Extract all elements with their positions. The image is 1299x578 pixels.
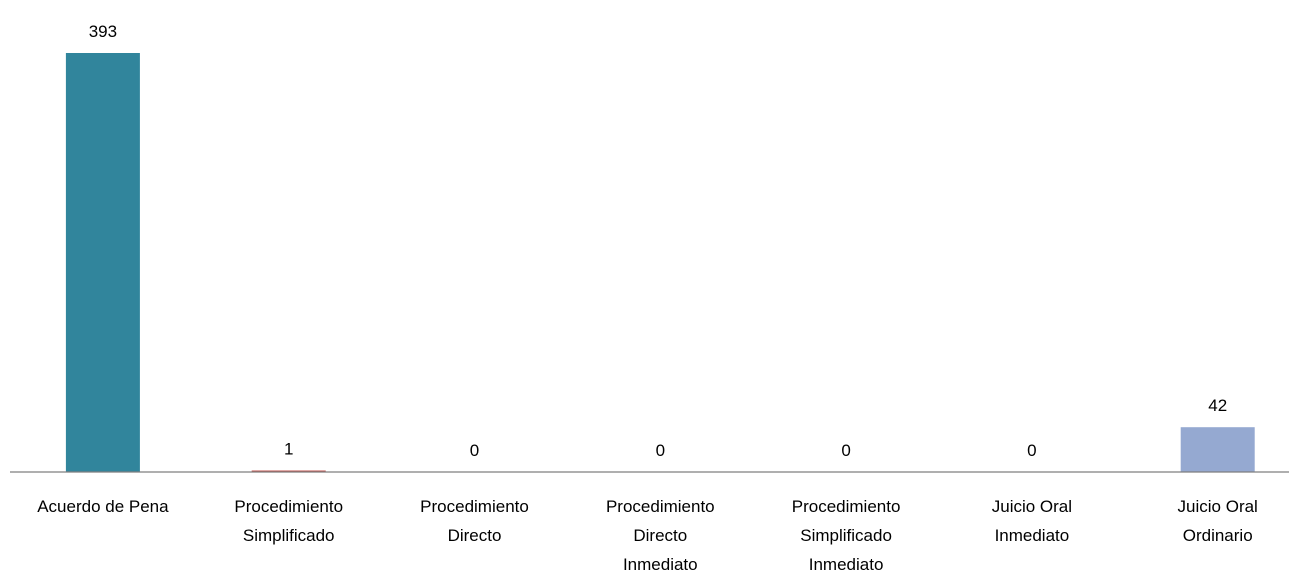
category-label-3: Procedimiento Directo [420, 497, 529, 545]
category-label-line: Inmediato [809, 555, 884, 574]
category-label-4: Procedimiento Directo Inmediato [606, 497, 715, 574]
bar-7 [1180, 427, 1255, 472]
category-label-line: Procedimiento [606, 497, 715, 516]
bar-2 [251, 470, 326, 472]
category-label-line: Inmediato [995, 526, 1070, 545]
bar-1 [65, 53, 140, 472]
category-label-line: Inmediato [623, 555, 698, 574]
category-label-line: Directo [633, 526, 687, 545]
bars-group [65, 53, 1255, 472]
category-label-line: Procedimiento [234, 497, 343, 516]
category-label-line: Procedimiento [420, 497, 529, 516]
category-label-line: Juicio Oral [992, 497, 1072, 516]
data-label-5: 0 [841, 441, 850, 460]
category-label-line: Juicio Oral [1178, 497, 1258, 516]
category-label-line: Acuerdo de Pena [37, 497, 169, 516]
data-label-7: 42 [1208, 396, 1227, 415]
data-label-3: 0 [470, 441, 479, 460]
category-label-2: Procedimiento Simplificado [234, 497, 343, 545]
data-label-4: 0 [656, 441, 665, 460]
category-labels-group: Acuerdo de Pena Procedimiento Simplificado… [37, 497, 1258, 574]
data-label-2: 1 [284, 440, 293, 459]
category-label-7: Juicio Oral Ordinario [1178, 497, 1258, 545]
category-label-line: Directo [448, 526, 502, 545]
category-label-line: Ordinario [1183, 526, 1253, 545]
data-label-6: 0 [1027, 441, 1036, 460]
data-labels-group: 393 1 0 0 0 0 42 [89, 22, 1227, 460]
category-label-line: Simplificado [243, 526, 335, 545]
category-label-line: Simplificado [800, 526, 892, 545]
category-label-6: Juicio Oral Inmediato [992, 497, 1072, 545]
data-label-1: 393 [89, 22, 117, 41]
category-label-5: Procedimiento Simplificado Inmediato [792, 497, 901, 574]
category-label-line: Procedimiento [792, 497, 901, 516]
category-label-1: Acuerdo de Pena [37, 497, 169, 516]
